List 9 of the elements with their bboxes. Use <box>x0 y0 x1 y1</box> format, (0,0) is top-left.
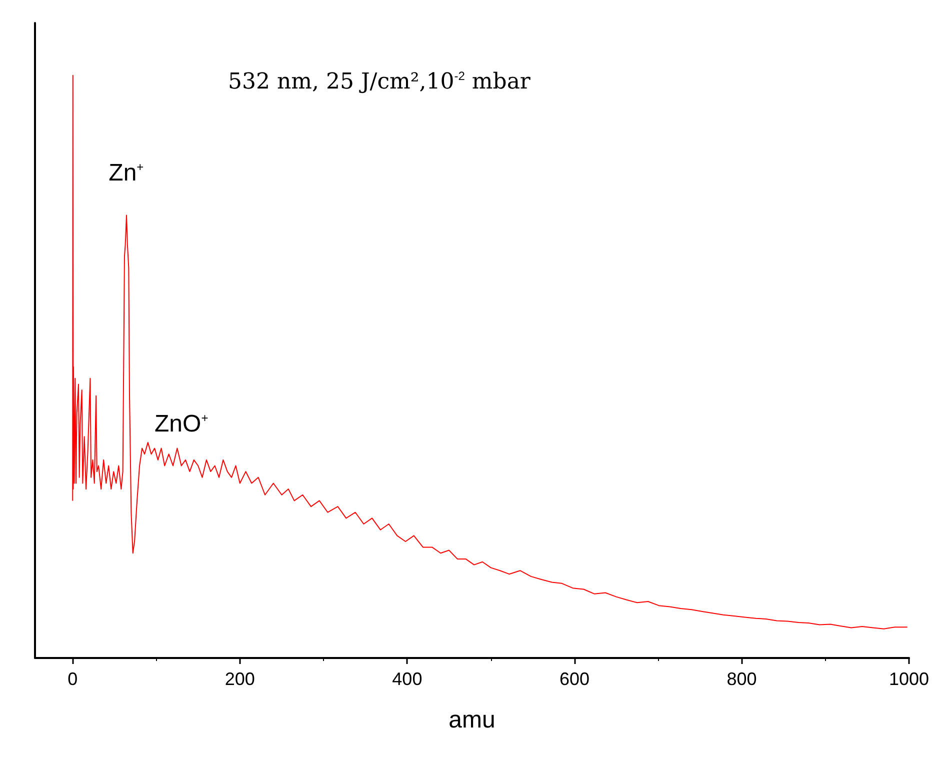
annotation: Zn+ <box>108 160 144 187</box>
x-tick-label: 800 <box>726 669 757 689</box>
x-axis-title: amu <box>448 706 496 734</box>
x-tick-label: 400 <box>392 669 422 689</box>
x-tick-label: 0 <box>68 669 78 689</box>
x-tick-label: 200 <box>224 669 255 689</box>
annotation: ZnO+ <box>154 410 208 438</box>
x-tick-label: 1000 <box>888 669 930 689</box>
x-tick-label: 600 <box>559 669 590 689</box>
